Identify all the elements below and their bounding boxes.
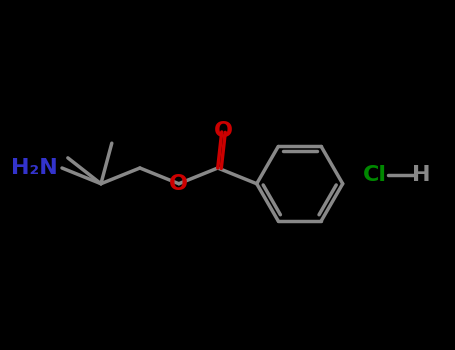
Text: O: O	[169, 174, 188, 194]
Text: H₂N: H₂N	[11, 158, 58, 178]
Text: Cl: Cl	[363, 165, 387, 185]
Text: H: H	[412, 165, 430, 185]
Text: O: O	[214, 121, 233, 141]
